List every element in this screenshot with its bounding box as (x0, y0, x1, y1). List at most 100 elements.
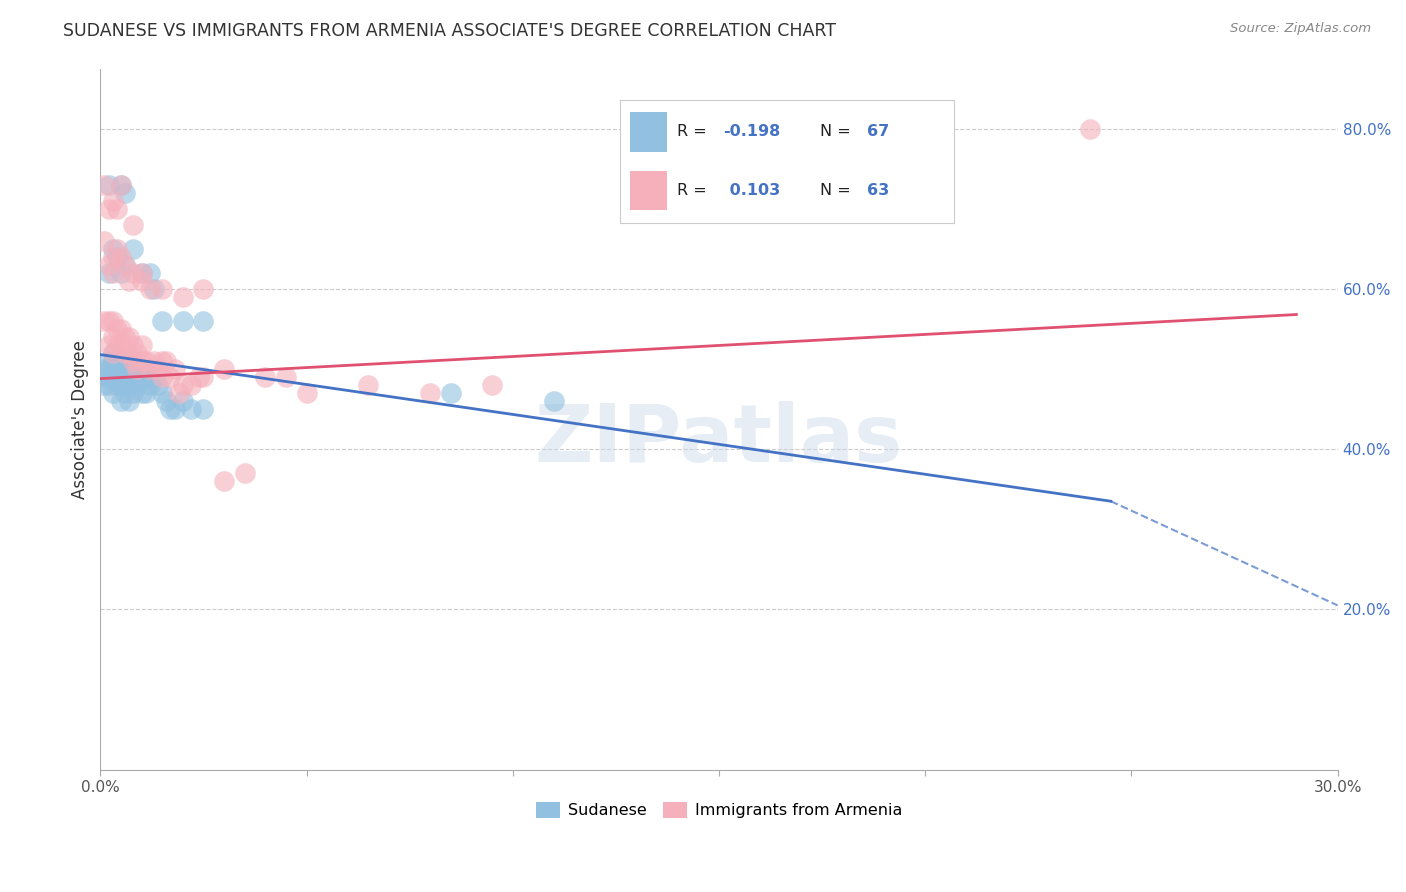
Point (105, 370, 128, 384)
Point (93, 314, 115, 328)
Point (143, 354, 166, 368)
Point (172, 378, 194, 392)
Point (110, 266, 132, 280)
Point (114, 386, 136, 401)
Point (193, 314, 215, 328)
Point (118, 354, 141, 368)
Point (131, 362, 153, 376)
Point (159, 402, 181, 417)
Point (122, 370, 145, 384)
Point (110, 370, 132, 384)
Point (114, 330, 136, 344)
Point (233, 466, 256, 480)
Point (101, 250, 124, 264)
Point (139, 362, 162, 376)
Point (118, 362, 141, 376)
Point (143, 282, 166, 296)
Point (481, 378, 503, 392)
Point (105, 338, 128, 352)
Point (114, 258, 136, 272)
Point (180, 402, 202, 417)
Point (127, 346, 149, 360)
Point (135, 370, 157, 384)
Point (101, 370, 124, 384)
Point (155, 394, 177, 409)
Point (93, 178, 115, 192)
Point (97, 338, 120, 352)
Point (127, 378, 149, 392)
Point (193, 282, 215, 296)
Point (114, 346, 136, 360)
Point (110, 362, 132, 376)
Point (139, 266, 162, 280)
Point (110, 322, 132, 336)
Point (150, 282, 173, 296)
Point (295, 386, 318, 401)
Point (122, 362, 145, 376)
Point (105, 354, 128, 368)
Point (101, 330, 124, 344)
Point (118, 370, 141, 384)
Point (97, 362, 120, 376)
Point (114, 258, 136, 272)
Point (97, 378, 120, 392)
Point (110, 178, 132, 192)
Point (105, 242, 128, 256)
Point (193, 370, 215, 384)
Point (105, 250, 128, 264)
Point (118, 346, 141, 360)
Point (188, 370, 211, 384)
Point (440, 386, 463, 401)
Point (146, 362, 169, 376)
Point (146, 378, 169, 392)
Point (150, 314, 173, 328)
Point (131, 266, 153, 280)
Point (110, 394, 132, 409)
Point (122, 266, 145, 280)
Point (101, 354, 124, 368)
Point (105, 322, 128, 336)
Point (139, 378, 162, 392)
Point (155, 354, 177, 368)
Point (118, 274, 141, 288)
Point (93, 234, 115, 248)
Point (110, 338, 132, 352)
Point (101, 362, 124, 376)
Point (172, 394, 194, 409)
Point (167, 386, 190, 401)
Point (122, 218, 145, 232)
Point (97, 370, 120, 384)
Legend: Sudanese, Immigrants from Armenia: Sudanese, Immigrants from Armenia (530, 796, 908, 825)
Point (212, 362, 235, 376)
Point (172, 290, 194, 304)
Text: ZIPatlas: ZIPatlas (534, 401, 903, 479)
Point (357, 378, 380, 392)
Point (97, 354, 120, 368)
Point (114, 362, 136, 376)
Point (101, 346, 124, 360)
Point (180, 378, 202, 392)
Point (97, 266, 120, 280)
Point (135, 386, 157, 401)
Text: Source: ZipAtlas.com: Source: ZipAtlas.com (1230, 22, 1371, 36)
Point (110, 178, 132, 192)
Point (97, 258, 120, 272)
Point (543, 394, 565, 409)
Point (139, 282, 162, 296)
Point (101, 386, 124, 401)
Text: SUDANESE VS IMMIGRANTS FROM ARMENIA ASSOCIATE'S DEGREE CORRELATION CHART: SUDANESE VS IMMIGRANTS FROM ARMENIA ASSO… (63, 22, 837, 40)
Point (127, 362, 149, 376)
Point (93, 378, 115, 392)
Point (101, 346, 124, 360)
Point (254, 370, 277, 384)
Point (143, 370, 166, 384)
Point (114, 370, 136, 384)
Point (122, 338, 145, 352)
Point (131, 370, 153, 384)
Point (1078, 121, 1101, 136)
Point (110, 250, 132, 264)
Point (150, 370, 173, 384)
Point (150, 354, 173, 368)
Point (105, 202, 128, 216)
Point (93, 370, 115, 384)
